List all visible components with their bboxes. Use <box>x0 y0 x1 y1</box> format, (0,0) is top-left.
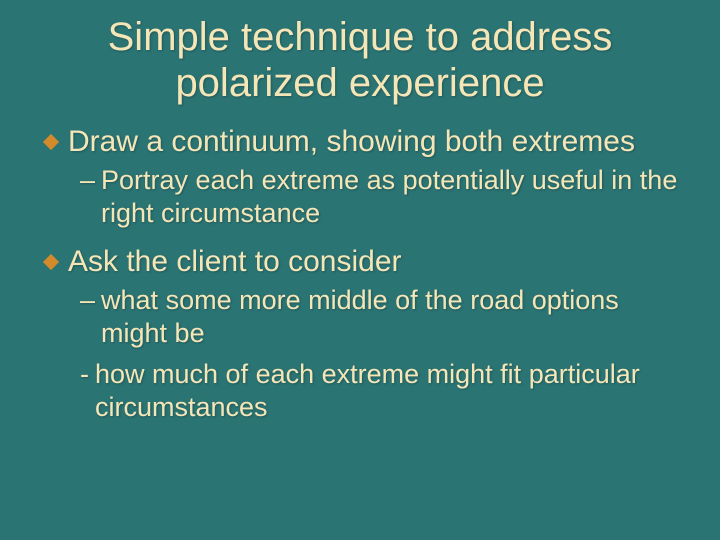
slide-title: Simple technique to address polarized ex… <box>0 0 720 106</box>
diamond-shape <box>43 254 59 270</box>
diamond-shape <box>43 134 59 150</box>
bullet-lead-word: Ask <box>68 245 118 278</box>
slide: Simple technique to address polarized ex… <box>0 0 720 540</box>
dash-marker: – <box>80 164 95 196</box>
diamond-bullet-icon <box>42 133 60 151</box>
dash-marker: - <box>80 358 89 390</box>
bullet-level1: Ask the client to consider <box>42 244 678 280</box>
sub-bullet-text: how much of each extreme might fit parti… <box>95 358 678 424</box>
bullet-rest: the client to consider <box>118 245 402 278</box>
sub-bullet-text: Portray each extreme as potentially usef… <box>101 164 678 230</box>
bullet-text: Draw a continuum, showing both extremes <box>68 124 635 160</box>
bullet-level2: - how much of each extreme might fit par… <box>80 358 678 424</box>
bullet-rest: a continuum, showing both extremes <box>138 125 635 158</box>
diamond-bullet-icon <box>42 253 60 271</box>
dash-marker: – <box>80 284 95 316</box>
bullet-level2: – what some more middle of the road opti… <box>80 284 678 350</box>
bullet-level1: Draw a continuum, showing both extremes <box>42 124 678 160</box>
bullet-lead-word: Draw <box>68 125 138 158</box>
title-line-1: Simple technique to address <box>108 15 613 59</box>
slide-body: Draw a continuum, showing both extremes … <box>0 106 720 424</box>
bullet-text: Ask the client to consider <box>68 244 402 280</box>
bullet-level2: – Portray each extreme as potentially us… <box>80 164 678 230</box>
sub-bullet-text: what some more middle of the road option… <box>101 284 678 350</box>
title-line-2: polarized experience <box>175 61 544 105</box>
